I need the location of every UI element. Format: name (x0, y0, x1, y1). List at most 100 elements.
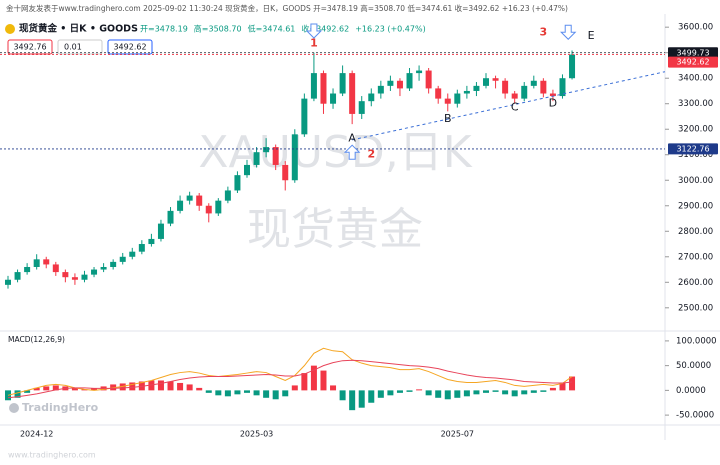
ohlc-value: 低=3474.61 (248, 24, 296, 34)
candle-body (511, 93, 518, 99)
histogram-bar (52, 385, 59, 391)
histogram-bar (492, 390, 499, 392)
y-tick-label: 2700.00 (678, 252, 713, 262)
histogram-bar (196, 387, 203, 391)
candle-body (52, 264, 59, 273)
histogram-bar (569, 376, 576, 391)
histogram-bar (330, 385, 337, 391)
histogram-bar (540, 390, 547, 392)
histogram-bar (272, 390, 279, 400)
histogram-bar (291, 385, 298, 391)
histogram-bar (454, 390, 461, 398)
y-tick-label: 3000.00 (678, 176, 713, 186)
annotation: 1 (310, 37, 318, 50)
candle-body (521, 85, 528, 99)
input-value[interactable]: 3492.76 (13, 43, 46, 52)
candle-body (71, 277, 78, 280)
histogram-bar (435, 390, 442, 398)
ohlc-legend: 开=3478.19 高=3508.70 低=3474.61 收=3492.62 +16.… (140, 24, 426, 34)
input-box[interactable] (107, 39, 153, 55)
candle-body (406, 73, 413, 89)
candle-body (473, 85, 480, 91)
histogram-bar (234, 390, 241, 395)
histogram-bar (129, 382, 136, 391)
annotation: E (588, 29, 595, 42)
input-value[interactable]: 0.01 (64, 43, 82, 52)
annotation: 3 (540, 25, 548, 38)
histogram-bar (425, 390, 432, 396)
input-box[interactable] (7, 39, 53, 55)
candle-body (425, 70, 432, 89)
candle-body (119, 256, 126, 262)
candle-body (282, 164, 289, 181)
histogram-bar (521, 390, 528, 395)
candle-body (263, 147, 270, 153)
candle-body (368, 93, 375, 102)
candle-body (435, 88, 442, 99)
input-value[interactable]: 3492.62 (113, 43, 146, 52)
candle-body (234, 175, 241, 191)
price-badge (668, 47, 718, 59)
ohlc-value: 高=3508.70 (194, 24, 242, 34)
price-badge-label: 3492.62 (676, 58, 709, 67)
annotation: 2 (367, 148, 375, 161)
histogram-bar (358, 390, 365, 408)
histogram-bar (473, 390, 480, 395)
candle-body (43, 259, 50, 265)
histogram-bar (530, 390, 537, 393)
y-tick-label: 2900.00 (678, 201, 713, 211)
candle-body (148, 238, 155, 245)
y-tick-label: 3100.00 (678, 150, 713, 160)
histogram-bar (483, 390, 489, 393)
candle-body (569, 54, 576, 79)
histogram-bar (205, 390, 212, 393)
y-tick-label: 50.0000 (676, 361, 711, 371)
candle-body (186, 195, 193, 201)
candle-body (138, 244, 145, 252)
histogram-bar (14, 390, 21, 398)
candle-body (177, 200, 184, 211)
candle-body (253, 152, 260, 165)
y-tick-label: 0.0000 (676, 386, 706, 396)
x-tick-label: 2025-03 (240, 430, 273, 439)
macd-title: MACD(12,26,9) (8, 335, 65, 344)
candle-body (301, 98, 308, 135)
candle-body (559, 78, 566, 97)
candle-body (215, 200, 222, 214)
histogram-bar (387, 390, 394, 396)
candle-body (377, 85, 384, 94)
watermark: 现货黄金 (247, 204, 423, 255)
y-tick-label: 3300.00 (678, 99, 713, 109)
candle-body (396, 80, 403, 89)
candle-body (339, 73, 346, 94)
histogram-bar (502, 390, 509, 395)
candle-body (549, 93, 556, 97)
histogram-bar (33, 387, 40, 391)
candle-body (129, 251, 136, 257)
y-tick-label: -50.0000 (676, 411, 714, 421)
histogram-bar (282, 390, 289, 397)
candle-body (358, 101, 365, 114)
y-tick-label: 3400.00 (678, 74, 713, 84)
histogram-bar (416, 389, 423, 391)
histogram-bar (301, 373, 308, 391)
candle-body (167, 210, 174, 224)
histogram-bar (157, 380, 164, 391)
annotation: C (511, 101, 519, 114)
histogram-bar (559, 382, 566, 391)
input-box[interactable] (57, 39, 103, 55)
histogram-bar (177, 382, 184, 391)
histogram-bar (24, 390, 31, 393)
candle-body (444, 98, 451, 104)
annotation: D (549, 97, 557, 110)
histogram-bar (396, 390, 403, 393)
candle-body (540, 80, 547, 94)
histogram-bar (91, 388, 98, 391)
candle-body (387, 80, 394, 86)
symbol: 现货黄金 • 日K • GOODS (19, 23, 138, 35)
histogram-bar (339, 390, 346, 401)
histogram-bar (463, 390, 470, 397)
footer: www.tradinghero.com (8, 451, 96, 460)
candle-body (320, 73, 327, 104)
candle-body (416, 70, 423, 74)
